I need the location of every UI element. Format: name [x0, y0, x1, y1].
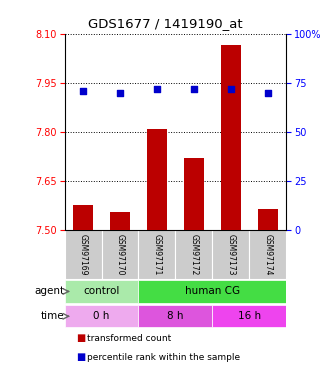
Text: ■: ■	[75, 333, 85, 343]
Text: GSM97174: GSM97174	[263, 234, 272, 275]
Text: GSM97173: GSM97173	[226, 234, 235, 275]
Bar	[184, 158, 204, 230]
Text: time: time	[41, 311, 65, 321]
Text: agent: agent	[34, 286, 65, 297]
Point	[80, 88, 86, 94]
Text: human CG: human CG	[185, 286, 240, 297]
Text: percentile rank within the sample: percentile rank within the sample	[87, 353, 240, 362]
Bar	[73, 206, 93, 230]
Point	[154, 86, 160, 92]
Text: 8 h: 8 h	[167, 311, 184, 321]
Bar	[138, 230, 175, 279]
Bar	[102, 230, 138, 279]
Text: GSM97169: GSM97169	[78, 234, 87, 275]
Text: GDS1677 / 1419190_at: GDS1677 / 1419190_at	[88, 17, 243, 30]
Point	[228, 86, 233, 92]
Bar	[258, 209, 278, 230]
Bar	[147, 129, 167, 230]
Text: control: control	[83, 286, 120, 297]
Text: GSM97171: GSM97171	[153, 234, 162, 275]
Bar	[138, 280, 286, 303]
Text: 16 h: 16 h	[238, 311, 261, 321]
Bar	[221, 45, 241, 230]
Bar	[65, 280, 138, 303]
Bar	[249, 230, 286, 279]
Text: ■: ■	[75, 352, 85, 362]
Bar	[138, 305, 213, 327]
Point	[117, 90, 122, 96]
Bar	[213, 230, 249, 279]
Bar	[65, 305, 138, 327]
Text: GSM97172: GSM97172	[189, 234, 198, 275]
Text: GSM97170: GSM97170	[116, 234, 124, 275]
Bar	[65, 230, 102, 279]
Bar	[175, 230, 213, 279]
Text: transformed count: transformed count	[87, 334, 171, 343]
Text: 0 h: 0 h	[93, 311, 110, 321]
Point	[265, 90, 270, 96]
Bar	[213, 305, 286, 327]
Point	[191, 86, 197, 92]
Bar	[110, 212, 130, 230]
